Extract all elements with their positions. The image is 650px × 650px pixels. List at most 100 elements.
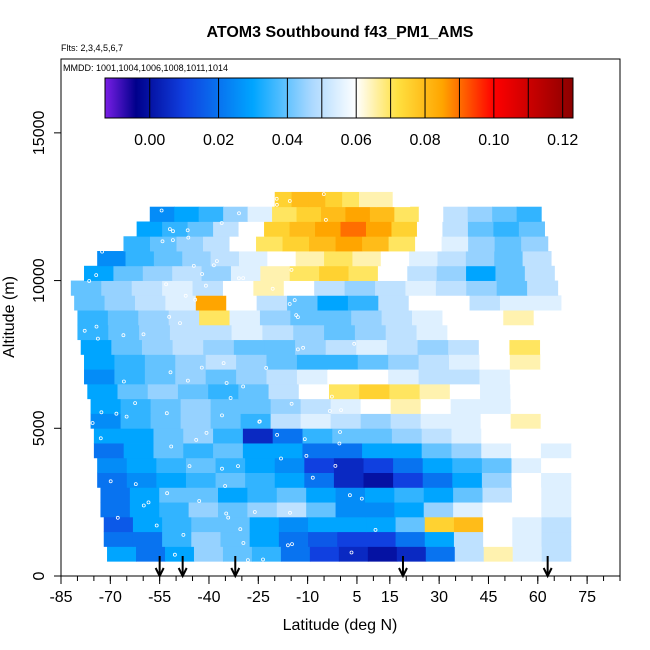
colorbar-tick-label: 0.10: [478, 132, 509, 149]
heatmap-cell: [449, 369, 481, 385]
heatmap-cell: [150, 398, 182, 414]
heatmap-cell: [264, 221, 291, 237]
heatmap-cell: [391, 428, 423, 444]
sample-marker: [168, 370, 173, 375]
heatmap-cell: [541, 502, 572, 518]
heatmap-cell: [97, 457, 128, 473]
heatmap-cell: [191, 531, 222, 547]
heatmap-cell: [533, 310, 565, 326]
x-tick-label: -70: [99, 589, 122, 606]
heatmap-cell: [347, 295, 379, 311]
y-tick-label: 10000: [31, 258, 48, 303]
heatmap-cell: [511, 472, 542, 488]
heatmap-cell: [289, 221, 316, 237]
heatmap-cell: [278, 531, 309, 547]
sample-marker: [94, 324, 99, 329]
sample-marker: [274, 196, 279, 201]
heatmap-cell: [348, 265, 379, 281]
heatmap-cell: [236, 354, 268, 370]
sample-marker: [287, 199, 292, 203]
sample-marker: [248, 243, 253, 248]
x-tick-label: -10: [296, 589, 319, 606]
sample-marker: [301, 345, 306, 350]
heatmap-cell: [465, 251, 495, 267]
heatmap-cell: [359, 383, 391, 400]
y-tick-label: 15000: [31, 111, 48, 156]
heatmap-cell: [156, 457, 187, 473]
sample-marker: [337, 441, 342, 446]
heatmap-cell: [540, 383, 572, 400]
heatmap-cell: [238, 221, 265, 237]
sample-marker: [133, 482, 138, 487]
heatmap-cell: [270, 398, 302, 414]
heatmap-cell: [510, 413, 542, 429]
heatmap-cell: [220, 516, 251, 533]
heatmap-cell: [192, 280, 224, 296]
heatmap-cell: [90, 413, 122, 429]
sample-marker: [291, 285, 296, 290]
heatmap-cell: [540, 398, 572, 414]
heatmap-cell: [541, 531, 572, 547]
heatmap-cell: [333, 457, 365, 473]
heatmap-cell: [492, 206, 518, 222]
heatmap-cell: [276, 487, 307, 503]
heatmap-cell: [437, 251, 467, 267]
heatmap-cell: [340, 221, 367, 237]
heatmap-cell: [375, 191, 394, 208]
heatmap-cell: [296, 206, 322, 222]
heatmap-cell: [327, 354, 359, 370]
heatmap-cell: [451, 443, 482, 459]
heatmap-cell: [386, 339, 419, 355]
heatmap-cell: [388, 236, 416, 252]
heatmap-cell: [123, 443, 155, 459]
heatmap-cell: [451, 428, 482, 444]
heatmap-cell: [144, 354, 176, 370]
heatmap-cell: [453, 502, 484, 518]
heatmap-cell: [468, 236, 496, 252]
heatmap-cell: [388, 369, 420, 385]
colorbar: 0.00 0.02 0.04 0.06 0.08 0.10 0.12: [104, 77, 578, 149]
flight-arrow: [398, 556, 408, 579]
heatmap-cell: [390, 398, 422, 414]
x-axis-label: Latitude (deg N): [283, 617, 398, 634]
heatmap-cell: [177, 383, 209, 400]
heatmap-cell: [218, 502, 248, 518]
sample-marker: [160, 239, 165, 244]
heatmap-cell: [469, 295, 501, 311]
colorbar-gradient: [104, 77, 574, 119]
heatmap-cell: [454, 546, 485, 562]
sample-marker: [87, 279, 92, 283]
heatmap-cell: [449, 354, 481, 370]
sample-marker: [164, 282, 169, 287]
heatmap-cell: [394, 206, 420, 222]
sample-marker: [223, 484, 228, 488]
heatmap-cell: [210, 398, 242, 414]
heatmap-cell: [337, 531, 367, 547]
sample-marker: [197, 499, 202, 503]
heatmap-cell: [113, 265, 144, 281]
heatmap-cell: [541, 546, 572, 562]
heatmap-cell: [282, 236, 310, 252]
sample-marker: [185, 228, 190, 233]
heatmap-cell: [480, 383, 511, 400]
heatmap-cell: [540, 354, 572, 370]
heatmap-cell: [391, 443, 423, 459]
heatmap-cell: [522, 251, 552, 267]
chart-title: ATOM3 Southbound f43_PM1_AMS: [207, 24, 474, 41]
x-tick-label: 45: [480, 589, 498, 606]
heatmap-cell: [114, 369, 146, 385]
sample-marker: [245, 558, 250, 562]
sample-marker: [288, 510, 292, 515]
heatmap-cell: [377, 265, 408, 281]
sample-marker: [171, 229, 175, 234]
heatmap-cell: [481, 472, 513, 488]
heatmap-cell: [540, 369, 572, 385]
heatmap-cell: [159, 502, 190, 518]
heatmap-cell: [114, 354, 146, 370]
heatmap-cell: [418, 354, 450, 370]
heatmap-cell: [289, 265, 320, 281]
sample-marker: [321, 192, 326, 197]
sample-marker: [121, 333, 126, 338]
heatmap-cell: [107, 310, 139, 326]
heatmap-cell: [229, 310, 261, 326]
